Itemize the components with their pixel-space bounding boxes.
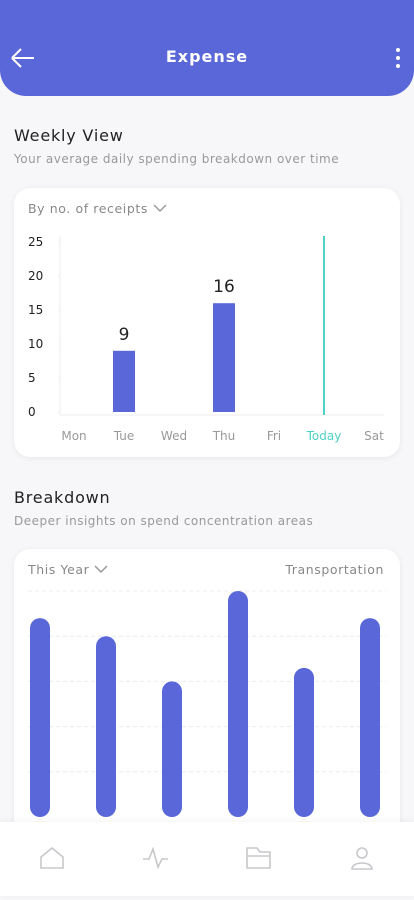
folder-icon[interactable] [246,847,271,869]
x-tick-label: Thu [212,429,236,443]
x-tick-label: Tue [113,429,135,443]
section-title: Weekly View [14,126,124,145]
bar [360,618,380,817]
bar [228,591,248,817]
y-tick-label: 15 [28,303,43,317]
y-tick-label: 5 [28,371,36,385]
x-tick-label: Wed [161,429,187,443]
back-button[interactable] [10,46,36,70]
bottom-nav [0,822,414,896]
menu-button[interactable] [393,46,403,70]
bar [162,681,182,817]
weekly-chart: 0 5 10 15 20 25 Mon Tue 9 Wed Thu 16 Fri Today Sat [28,235,384,443]
filter-dropdown[interactable]: By no. of receipts [28,201,167,216]
section-title: Breakdown [14,488,111,507]
y-tick-label: 20 [28,269,43,283]
filter-label: This Year [28,562,90,577]
page-title: Expense [165,47,249,66]
x-tick-label: Sat [364,429,384,443]
bar [113,350,135,412]
breakdown-card: This Year Transportation [14,549,400,849]
x-tick-label: Fri [267,429,281,443]
section-subtitle: Deeper insights on spend concentration a… [14,514,314,528]
y-tick-label: 25 [28,235,43,249]
x-tick-label: Today [306,429,342,443]
section-subtitle: Your average daily spending breakdown ov… [14,152,340,166]
filter-dropdown[interactable]: This Year [28,562,108,577]
y-tick-label: 0 [28,405,36,419]
bar [96,636,116,817]
category-label[interactable]: Transportation [285,562,384,577]
y-tick-label: 10 [28,337,43,351]
bar [30,618,50,817]
chevron [94,565,108,574]
x-tick-label: Mon [61,429,86,443]
weekly-card: By no. of receipts 0 5 10 15 20 25 Mon Tue 9 Wed T… [14,188,400,457]
home-icon[interactable] [40,846,64,869]
bar [294,667,314,817]
bar [213,303,235,412]
value-label: 9 [119,325,130,345]
profile-icon[interactable] [356,847,368,859]
activity-icon[interactable] [143,846,168,870]
value-label: 16 [213,277,235,297]
breakdown-chart [28,590,386,817]
chevron [153,204,167,213]
nav-icons [40,846,373,870]
header: Expense [0,0,414,96]
filter-label: By no. of receipts [28,201,149,216]
